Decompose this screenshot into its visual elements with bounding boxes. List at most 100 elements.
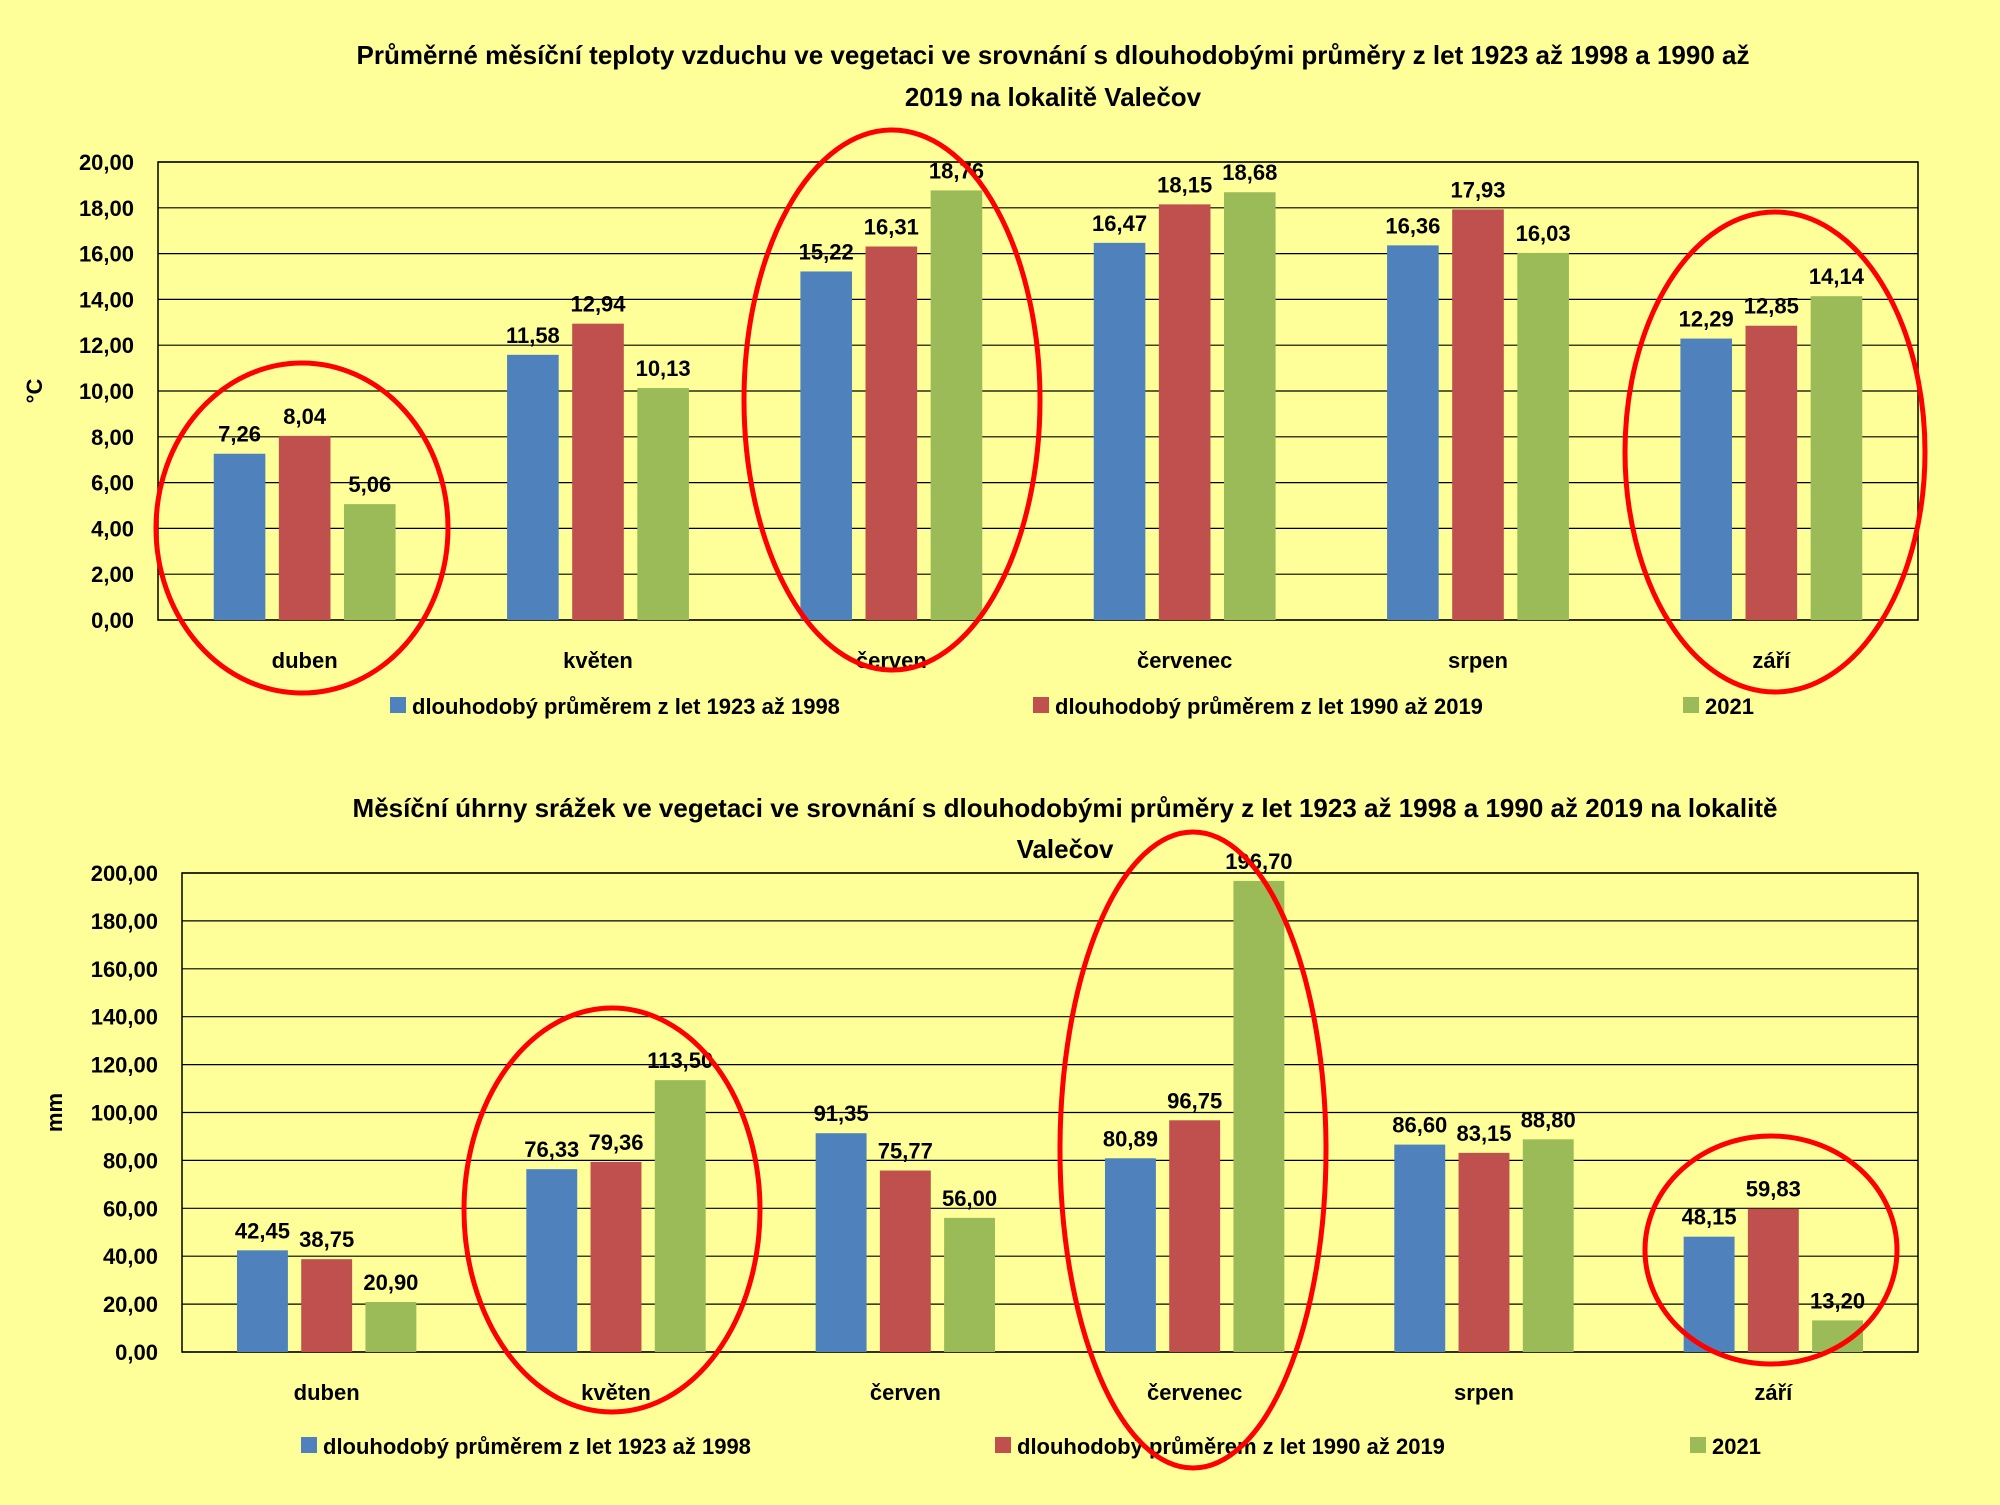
bar bbox=[1522, 1139, 1574, 1352]
bar bbox=[1394, 1144, 1446, 1352]
data-label: 75,77 bbox=[878, 1139, 933, 1164]
data-label: 83,15 bbox=[1456, 1121, 1511, 1146]
y-tick-label: 12,00 bbox=[79, 333, 134, 358]
x-category-label: červen bbox=[870, 1380, 941, 1405]
chart-title-line: 2019 na lokalitě Valečov bbox=[905, 82, 1202, 112]
bar bbox=[1169, 1120, 1221, 1352]
data-label: 79,36 bbox=[588, 1130, 643, 1155]
chart-title-line: Měsíční úhrny srážek ve vegetaci ve srov… bbox=[353, 793, 1778, 823]
y-tick-label: 80,00 bbox=[103, 1148, 158, 1173]
chart-title-line: Valečov bbox=[1017, 834, 1114, 864]
highlight-ellipse bbox=[741, 127, 1043, 673]
bar bbox=[572, 323, 624, 620]
data-label: 10,13 bbox=[636, 356, 691, 381]
legend-entry: 2021 bbox=[1705, 694, 1754, 719]
data-label: 16,47 bbox=[1092, 211, 1147, 236]
highlight-ellipse bbox=[461, 1005, 763, 1415]
x-category-label: srpen bbox=[1454, 1380, 1514, 1405]
bar bbox=[1747, 1208, 1799, 1352]
y-tick-label: 160,00 bbox=[91, 957, 158, 982]
x-category-label: duben bbox=[272, 648, 338, 673]
y-tick-label: 120,00 bbox=[91, 1053, 158, 1078]
y-tick-label: 4,00 bbox=[91, 516, 134, 541]
bar bbox=[815, 1133, 867, 1352]
data-label: 11,58 bbox=[506, 323, 560, 348]
data-label: 17,93 bbox=[1450, 177, 1505, 202]
y-tick-label: 14,00 bbox=[79, 287, 134, 312]
data-label: 56,00 bbox=[942, 1186, 997, 1211]
bar bbox=[365, 1301, 417, 1352]
data-label: 16,31 bbox=[864, 215, 919, 240]
bar bbox=[1093, 242, 1146, 620]
bar bbox=[1745, 325, 1798, 620]
bar bbox=[930, 190, 983, 620]
highlight-ellipse bbox=[153, 360, 451, 696]
bar bbox=[236, 1250, 288, 1352]
data-label: 42,45 bbox=[235, 1218, 290, 1243]
bar bbox=[526, 1169, 578, 1352]
data-label: 7,26 bbox=[218, 422, 261, 447]
bar bbox=[1452, 209, 1504, 620]
x-category-label: červenec bbox=[1137, 648, 1232, 673]
bar bbox=[343, 504, 396, 620]
data-label: 15,22 bbox=[799, 239, 854, 264]
x-category-label: září bbox=[1752, 648, 1791, 673]
x-category-label: červenec bbox=[1147, 1380, 1242, 1405]
data-label: 59,83 bbox=[1746, 1177, 1801, 1202]
bar bbox=[1683, 1236, 1735, 1352]
y-tick-label: 0,00 bbox=[115, 1340, 158, 1365]
legend-swatch bbox=[1690, 1437, 1706, 1453]
data-label: 20,90 bbox=[363, 1270, 418, 1295]
bar bbox=[944, 1217, 996, 1352]
legend-entry: 2021 bbox=[1712, 1434, 1761, 1459]
chart-title-line: Průměrné měsíční teploty vzduchu ve vege… bbox=[357, 40, 1750, 70]
legend-swatch bbox=[1683, 697, 1699, 713]
bar bbox=[1233, 880, 1285, 1352]
bar bbox=[507, 354, 559, 620]
data-label: 88,80 bbox=[1521, 1107, 1576, 1132]
bar bbox=[1223, 192, 1276, 620]
legend-entry: dlouhodobý průměrem z let 1923 až 1998 bbox=[412, 694, 840, 719]
bar bbox=[800, 271, 853, 620]
y-tick-label: 140,00 bbox=[91, 1005, 158, 1030]
y-tick-label: 200,00 bbox=[91, 861, 158, 886]
bar bbox=[1104, 1158, 1156, 1352]
data-label: 38,75 bbox=[299, 1227, 354, 1252]
y-tick-label: 60,00 bbox=[103, 1196, 158, 1221]
data-label: 86,60 bbox=[1392, 1113, 1447, 1138]
y-tick-label: 16,00 bbox=[79, 242, 134, 267]
y-tick-label: 2,00 bbox=[91, 562, 134, 587]
data-label: 14,14 bbox=[1809, 264, 1865, 289]
legend-swatch bbox=[995, 1437, 1011, 1453]
y-tick-label: 6,00 bbox=[91, 471, 134, 496]
legend-entry: dlouhodobý průměrem z let 1990 až 2019 bbox=[1055, 694, 1483, 719]
data-label: 48,15 bbox=[1682, 1205, 1737, 1230]
data-label: 12,94 bbox=[570, 292, 626, 317]
highlight-ellipse bbox=[1622, 209, 1928, 695]
y-tick-label: 20,00 bbox=[103, 1292, 158, 1317]
data-label: 76,33 bbox=[524, 1137, 579, 1162]
x-category-label: září bbox=[1754, 1380, 1793, 1405]
bar bbox=[213, 453, 266, 620]
y-tick-label: 40,00 bbox=[103, 1244, 158, 1269]
legend-swatch bbox=[301, 1437, 317, 1453]
x-category-label: srpen bbox=[1448, 648, 1508, 673]
y-tick-label: 20,00 bbox=[79, 150, 134, 175]
data-label: 18,68 bbox=[1222, 160, 1277, 185]
y-axis-label: °C bbox=[22, 379, 47, 404]
y-tick-label: 10,00 bbox=[79, 379, 134, 404]
data-label: 80,89 bbox=[1103, 1126, 1158, 1151]
data-label: 13,20 bbox=[1810, 1288, 1865, 1313]
bar bbox=[590, 1161, 642, 1352]
bar bbox=[1387, 245, 1439, 620]
highlight-ellipse bbox=[1057, 829, 1329, 1471]
data-label: 18,15 bbox=[1157, 172, 1212, 197]
bar bbox=[879, 1170, 931, 1352]
data-label: 8,04 bbox=[283, 404, 327, 429]
bar bbox=[278, 435, 331, 620]
data-label: 12,85 bbox=[1744, 294, 1799, 319]
bar bbox=[1680, 338, 1733, 620]
legend-entry: dlouhodobý průměrem z let 1923 až 1998 bbox=[323, 1434, 751, 1459]
